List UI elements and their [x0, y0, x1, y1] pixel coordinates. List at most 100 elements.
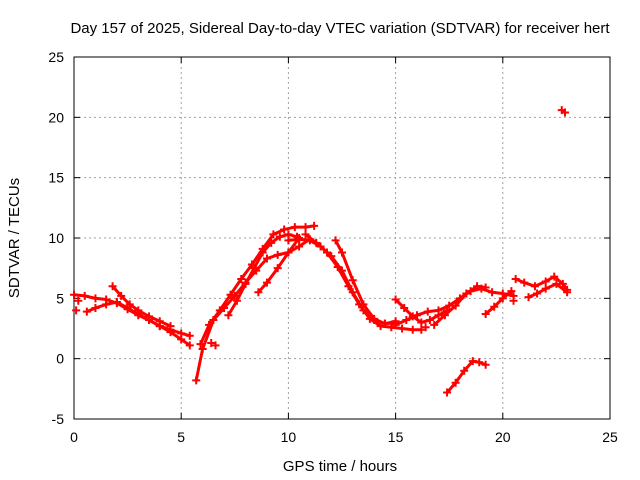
data-point	[468, 357, 477, 366]
data-point	[258, 248, 267, 257]
data-point	[400, 303, 409, 312]
data-point	[430, 320, 439, 329]
data-point	[108, 282, 117, 291]
data-point	[331, 236, 340, 245]
data-point	[462, 289, 471, 298]
data-point	[254, 288, 263, 297]
data-point	[166, 322, 175, 331]
data-point	[533, 289, 542, 298]
data-point	[434, 306, 443, 315]
isolated-data-point	[211, 341, 220, 350]
data-point	[473, 282, 482, 291]
data-point	[391, 320, 400, 329]
data-point	[262, 278, 271, 287]
data-point	[333, 262, 342, 271]
series-track-1	[72, 293, 192, 347]
data-point	[125, 300, 134, 309]
data-point	[275, 232, 284, 241]
data-point	[290, 223, 299, 232]
data-point	[226, 290, 235, 299]
chart-title: Day 157 of 2025, Sidereal Day-to-day VTE…	[70, 20, 610, 37]
data-point	[359, 300, 368, 309]
data-point	[380, 319, 389, 328]
data-point	[488, 288, 497, 297]
data-point	[196, 340, 205, 349]
x-tick-label: 5	[177, 429, 185, 445]
data-point	[338, 248, 346, 257]
data-point	[344, 282, 353, 291]
x-axis-title: GPS time / hours	[283, 458, 397, 475]
data-point	[267, 238, 276, 247]
data-point	[205, 320, 214, 329]
data-point	[70, 290, 78, 299]
data-point	[417, 318, 426, 327]
data-layer	[70, 106, 572, 397]
data-point	[310, 221, 319, 230]
data-point	[301, 230, 310, 239]
x-tick-label: 10	[281, 429, 297, 445]
data-point	[91, 303, 100, 312]
data-point	[295, 235, 304, 244]
isolated-data-point	[74, 296, 83, 305]
data-point	[262, 254, 271, 263]
data-point	[391, 295, 400, 304]
y-tick-label: 10	[48, 230, 64, 246]
data-point	[552, 279, 561, 288]
data-point	[376, 322, 385, 331]
data-point	[475, 358, 484, 367]
isolated-data-point	[207, 338, 216, 347]
data-point	[348, 276, 357, 285]
data-point	[145, 312, 154, 321]
data-point	[134, 306, 143, 315]
isolated-data-point	[509, 296, 518, 305]
data-point	[370, 314, 379, 323]
data-point	[413, 311, 422, 320]
data-point	[232, 296, 241, 305]
data-point	[511, 275, 520, 284]
x-tick-label: 20	[495, 429, 511, 445]
data-point	[284, 236, 293, 245]
series-track-13	[432, 284, 488, 327]
data-point	[91, 294, 100, 303]
isolated-data-point	[72, 306, 81, 315]
data-point	[530, 282, 539, 291]
y-tick-label: 25	[48, 49, 64, 65]
data-point	[269, 230, 278, 239]
data-point	[112, 297, 121, 306]
data-point	[80, 291, 89, 300]
data-point	[322, 248, 331, 257]
x-tick-label: 15	[388, 429, 404, 445]
series-track-14	[484, 289, 513, 316]
data-point	[498, 294, 507, 303]
series-track-5	[199, 224, 316, 346]
x-tick-label: 25	[602, 429, 618, 445]
y-tick-label: 20	[48, 109, 64, 125]
data-point	[237, 275, 246, 284]
data-point	[550, 272, 559, 281]
data-point	[198, 345, 207, 354]
data-point	[192, 376, 201, 385]
data-point	[155, 317, 164, 326]
y-tick-label: -5	[52, 411, 65, 427]
data-point	[241, 279, 250, 288]
data-point	[185, 331, 194, 340]
data-point	[250, 264, 259, 273]
data-point	[408, 325, 417, 334]
data-point	[440, 311, 449, 320]
data-point	[280, 225, 289, 234]
data-point	[425, 316, 434, 325]
y-tick-label: 15	[48, 170, 64, 186]
y-tick-label: 5	[56, 290, 64, 306]
data-point	[541, 284, 550, 293]
data-point	[451, 301, 460, 310]
data-point	[102, 300, 111, 309]
data-point	[481, 360, 490, 369]
data-point	[301, 223, 310, 232]
data-point	[490, 302, 499, 311]
data-point	[230, 291, 239, 300]
y-axis-title: SDTVAR / TECUs	[6, 178, 23, 298]
data-point	[312, 238, 321, 247]
data-point	[560, 108, 569, 117]
data-point	[402, 316, 411, 325]
